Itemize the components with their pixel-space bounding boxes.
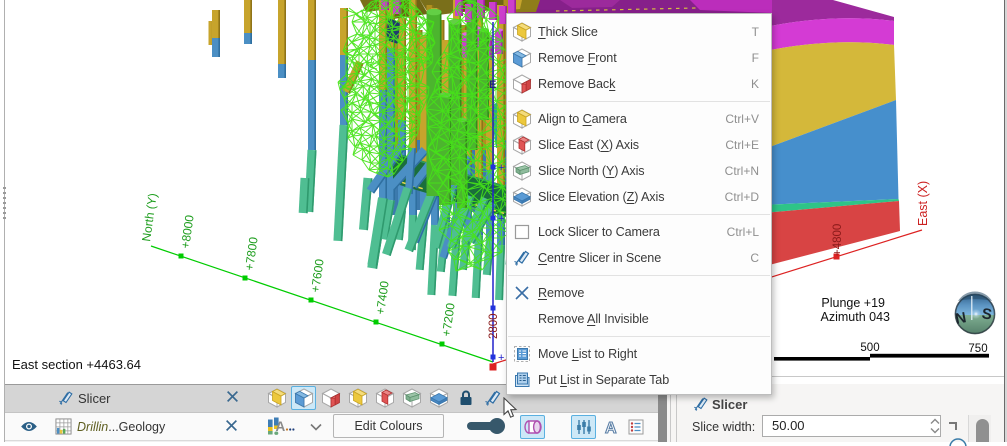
svg-text:2800: 2800 — [488, 313, 500, 339]
svg-text:+8000: +8000 — [178, 214, 197, 250]
svg-text:East (X): East (X) — [916, 181, 930, 226]
svg-text:+: + — [498, 162, 504, 174]
svg-text:N: N — [954, 309, 968, 328]
svg-text:750: 750 — [968, 343, 987, 355]
svg-text:A: A — [605, 420, 617, 435]
svg-text:A: A — [276, 419, 286, 434]
svg-text:+4800: +4800 — [832, 224, 844, 256]
svg-text:+: + — [498, 213, 504, 225]
svg-text:+7600: +7600 — [308, 258, 327, 294]
svg-text:Plunge +19: Plunge +19 — [821, 296, 885, 310]
svg-text:500: 500 — [860, 342, 879, 354]
svg-text:+7800: +7800 — [242, 236, 261, 272]
svg-text:+7200: +7200 — [439, 302, 458, 338]
svg-text:North (Y): North (Y) — [139, 192, 160, 242]
svg-text:+7400: +7400 — [373, 280, 392, 316]
svg-text:S: S — [981, 305, 993, 323]
svg-text:E: E — [489, 79, 496, 91]
svg-text:East section +4463.64: East section +4463.64 — [12, 357, 141, 372]
svg-text:Azimuth 043: Azimuth 043 — [821, 310, 891, 324]
svg-text:+: + — [498, 352, 504, 364]
